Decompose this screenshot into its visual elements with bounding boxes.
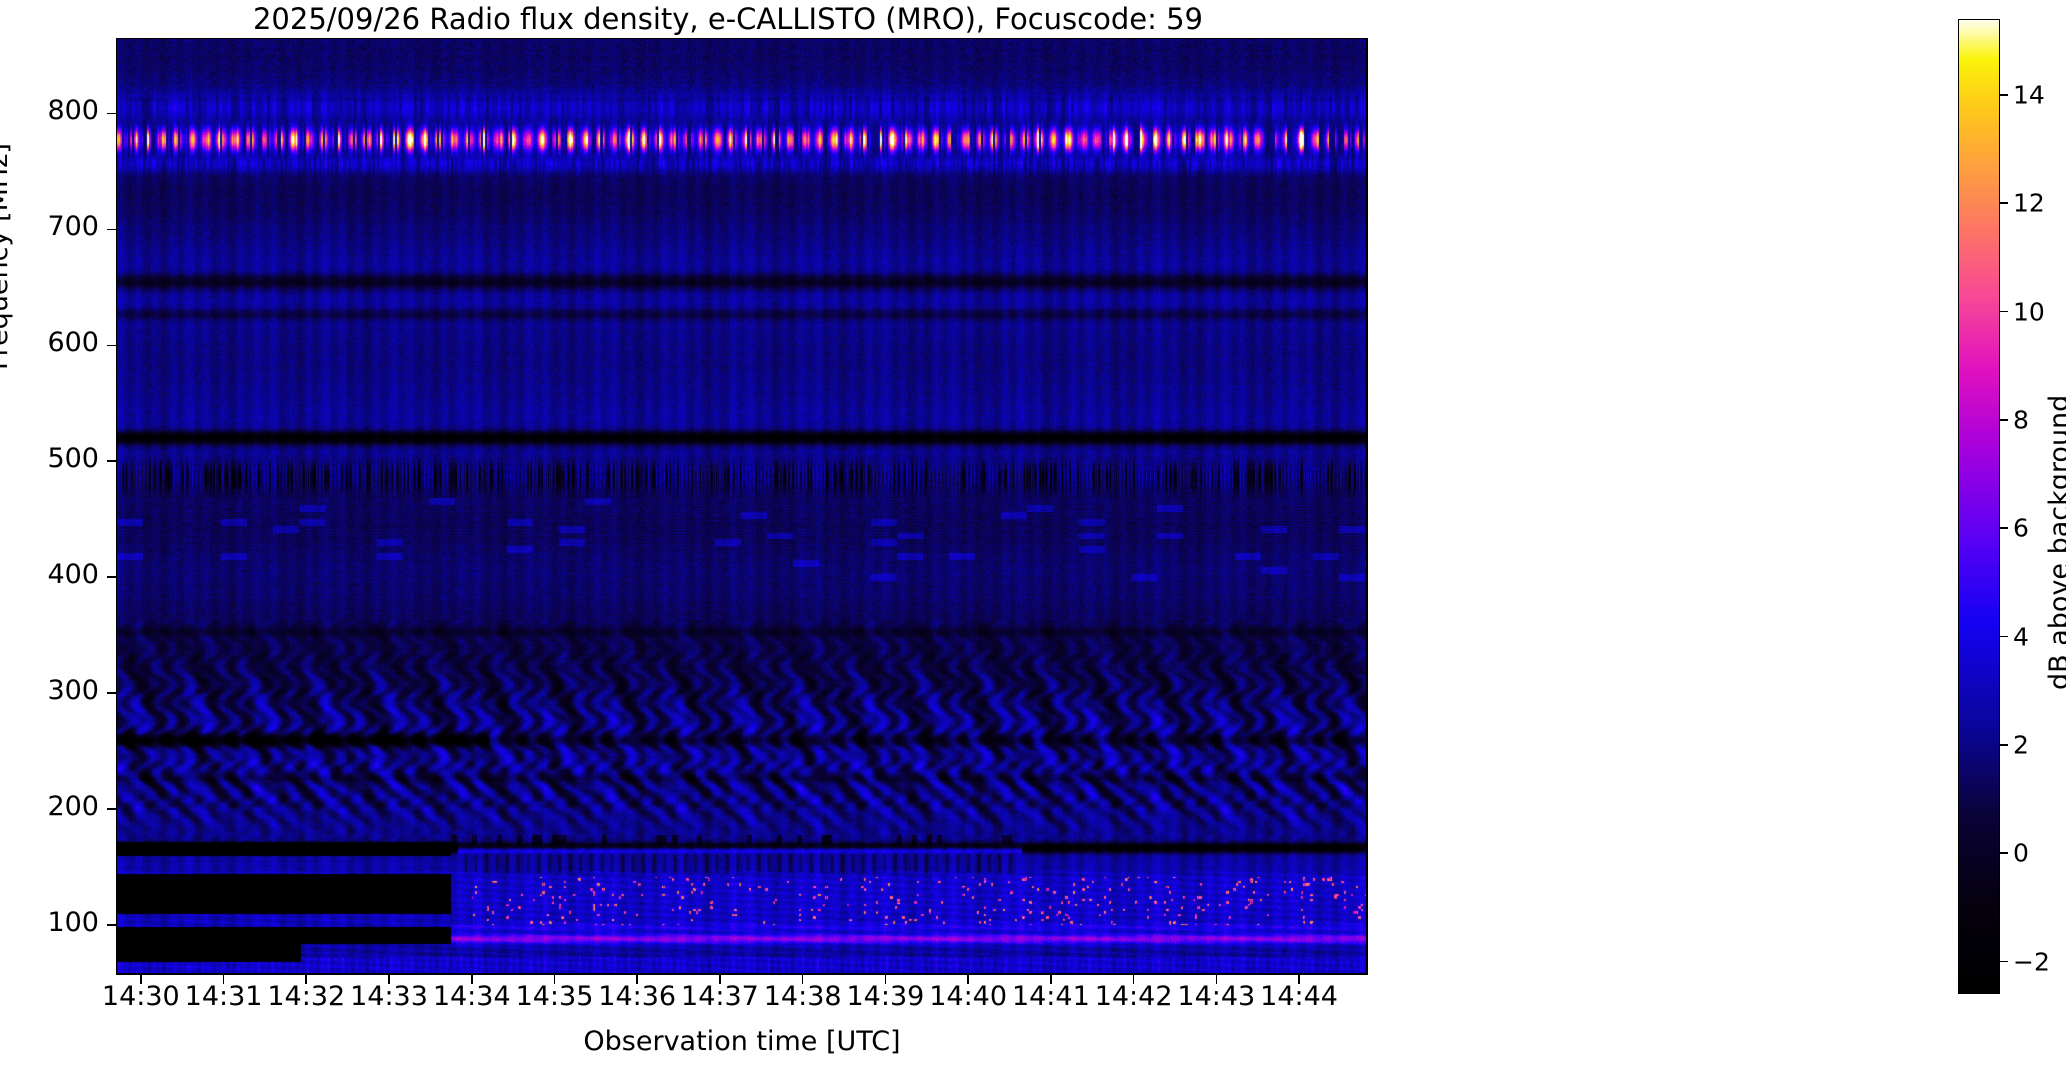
colorbar-tick-label: 14 — [2013, 80, 2045, 110]
colorbar-tick-label: 2 — [2013, 730, 2029, 760]
colorbar-tick-label: −2 — [2013, 947, 2050, 976]
colorbar-tick-mark — [2000, 94, 2008, 96]
colorbar-tick-label: 10 — [2013, 297, 2045, 326]
y-tick-mark — [107, 344, 116, 347]
x-axis-label: Observation time [UTC] — [583, 1026, 901, 1057]
colorbar-gradient — [1959, 20, 1999, 993]
colorbar-tick-mark — [2000, 744, 2008, 746]
y-tick-mark — [107, 692, 116, 694]
x-tick-label: 14:33 — [350, 981, 428, 1012]
y-tick-label: 800 — [47, 95, 99, 127]
x-tick-mark — [140, 975, 142, 984]
colorbar-tick-label: 4 — [2013, 622, 2029, 651]
x-tick-label: 14:32 — [267, 981, 346, 1012]
colorbar-tick-mark — [2000, 852, 2008, 854]
y-tick-label: 100 — [47, 907, 99, 939]
y-tick-mark — [107, 808, 116, 810]
y-tick-mark — [107, 460, 116, 463]
x-tick-label: 14:39 — [846, 981, 925, 1012]
x-tick-mark — [967, 975, 969, 984]
x-tick-label: 14:38 — [763, 981, 842, 1012]
colorbar-tick-mark — [2000, 527, 2008, 529]
y-axis-label: Frequency [MHz] — [0, 143, 14, 370]
colorbar-tick-mark — [2000, 310, 2008, 313]
x-tick-label: 14:36 — [598, 981, 677, 1012]
colorbar-tick-mark — [2000, 419, 2008, 421]
x-tick-mark — [801, 975, 804, 984]
x-tick-mark — [1132, 975, 1135, 984]
x-tick-mark — [388, 975, 390, 984]
x-tick-mark — [1215, 975, 1218, 984]
colorbar-tick-mark — [2000, 635, 2008, 638]
y-tick-mark — [107, 228, 116, 231]
x-tick-mark — [222, 975, 225, 984]
x-tick-label: 14:35 — [515, 981, 594, 1012]
colorbar-tick-label: 0 — [2013, 838, 2029, 868]
x-tick-label: 14:42 — [1094, 981, 1173, 1012]
y-tick-label: 700 — [47, 211, 99, 243]
x-tick-mark — [636, 975, 638, 984]
x-tick-mark — [1050, 975, 1052, 984]
y-tick-label: 200 — [47, 791, 99, 823]
x-tick-mark — [553, 975, 556, 984]
x-tick-label: 14:34 — [432, 981, 511, 1012]
x-tick-label: 14:31 — [184, 981, 263, 1012]
y-tick-label: 600 — [47, 327, 99, 359]
x-tick-label: 14:37 — [681, 981, 759, 1012]
y-tick-mark — [107, 924, 116, 926]
x-tick-mark — [884, 975, 887, 984]
x-tick-mark — [719, 975, 721, 984]
x-tick-label: 14:40 — [929, 981, 1008, 1012]
colorbar[interactable] — [1958, 19, 2000, 994]
y-tick-label: 300 — [47, 675, 99, 707]
x-tick-mark — [1298, 975, 1300, 984]
colorbar-tick-label: 12 — [2013, 188, 2045, 218]
x-tick-label: 14:41 — [1011, 981, 1090, 1012]
x-tick-mark — [470, 975, 473, 984]
colorbar-tick-mark — [2000, 202, 2008, 204]
colorbar-tick-label: 6 — [2013, 513, 2029, 543]
y-tick-label: 500 — [47, 443, 99, 475]
spectrogram-image[interactable] — [117, 39, 1366, 973]
x-tick-label: 14:43 — [1177, 981, 1256, 1012]
spectrogram-axes[interactable] — [116, 38, 1368, 975]
x-tick-mark — [305, 975, 308, 984]
x-tick-label: 14:30 — [101, 981, 180, 1012]
y-tick-mark — [107, 576, 116, 579]
x-tick-label: 14:44 — [1260, 981, 1338, 1012]
colorbar-label: dB above background — [2044, 394, 2066, 690]
y-tick-mark — [107, 112, 116, 115]
y-tick-label: 400 — [47, 559, 99, 591]
page-title: 2025/09/26 Radio flux density, e-CALLIST… — [252, 2, 1203, 36]
colorbar-tick-label: 8 — [2013, 405, 2029, 435]
colorbar-tick-mark — [2000, 960, 2008, 963]
